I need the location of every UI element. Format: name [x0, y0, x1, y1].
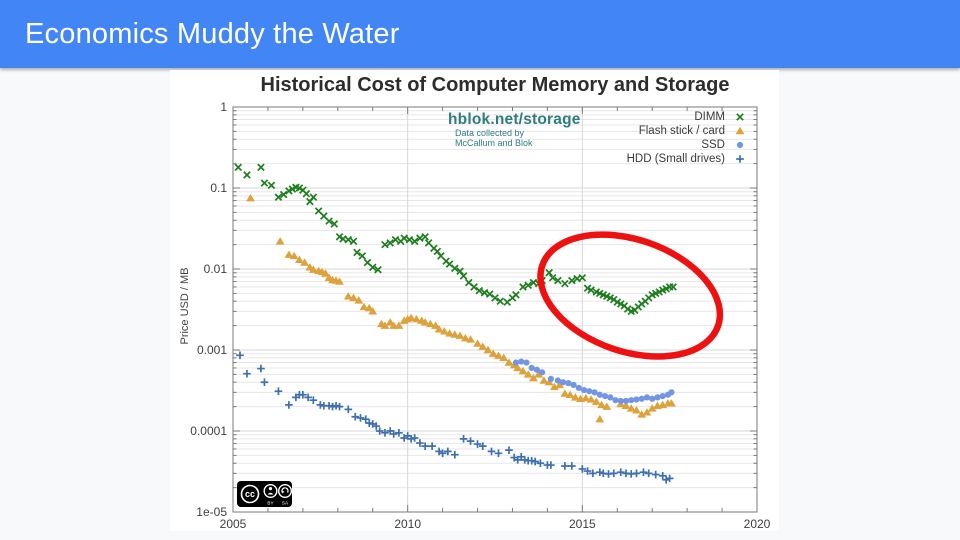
cc-sa-icon [278, 483, 293, 499]
dimm-series [234, 163, 677, 316]
y-tick-label: 1e-05 [196, 505, 227, 519]
x-tick-label: 2005 [220, 517, 247, 531]
slide-title-bar: Economics Muddy the Water [0, 0, 960, 68]
x-tick-label: 2015 [569, 517, 596, 531]
legend-label-flash: Flash stick / card [638, 124, 725, 137]
y-tick-label: 0.01 [204, 262, 228, 276]
cc-sa-label: SA [282, 501, 289, 506]
x-tick-label: 2020 [744, 517, 771, 531]
tick-labels: 2005 2010 2015 2020 1 0.1 0.01 0.001 0.0001 1e-05 [190, 100, 770, 531]
chart-panel [170, 70, 779, 531]
flash-series [246, 193, 676, 423]
legend-row-flash: Flash stick / card [627, 124, 746, 137]
hdd-marker-icon [736, 154, 744, 163]
watermark-credit: Data collected by McCallum and Blok [455, 128, 581, 148]
legend-row-hdd: HDD (Small drives) [627, 152, 746, 165]
cc-icon: cc [240, 484, 260, 504]
cc-badge-icons: cc BY SA [240, 483, 293, 506]
plot-border [232, 106, 758, 513]
hdd-series [236, 351, 674, 484]
watermark-site: hblok.net/storage [448, 111, 581, 128]
ssd-series [512, 358, 675, 405]
watermark-credit-line2: McCallum and Blok [455, 137, 533, 148]
x-tick-label: 2010 [394, 517, 421, 531]
watermark: hblok.net/storage Data collected by McCa… [448, 111, 581, 148]
legend: DIMM Flash stick / card SSD HDD (Small driv… [627, 110, 746, 165]
chart-title: Historical Cost of Computer Memory and S… [260, 74, 730, 96]
legend-label-ssd: SSD [701, 138, 725, 151]
cc-by-person-icon [263, 483, 278, 499]
annotation-ellipse [537, 231, 724, 360]
watermark-credit-line1: Data collected by [455, 128, 525, 138]
slide-title: Economics Muddy the Water [25, 17, 400, 50]
svg-text:cc: cc [245, 489, 255, 499]
y-tick-label: 0.001 [197, 343, 227, 357]
legend-row-dimm: DIMM [627, 110, 746, 123]
legend-label-hdd: HDD (Small drives) [626, 152, 725, 165]
cc-license-badge: cc BY SA [237, 481, 293, 507]
y-tick-label: 0.1 [210, 181, 227, 195]
y-tick-label: 0.0001 [190, 424, 227, 438]
ssd-marker-icon [736, 141, 744, 148]
flash-marker-icon [735, 126, 745, 134]
legend-label-dimm: DIMM [694, 110, 725, 123]
y-tick-label: 1 [220, 100, 227, 114]
legend-row-ssd: SSD [627, 138, 746, 151]
dimm-marker-icon [736, 112, 744, 121]
axis-ticks [232, 106, 758, 513]
cc-by-label: BY [267, 501, 273, 506]
